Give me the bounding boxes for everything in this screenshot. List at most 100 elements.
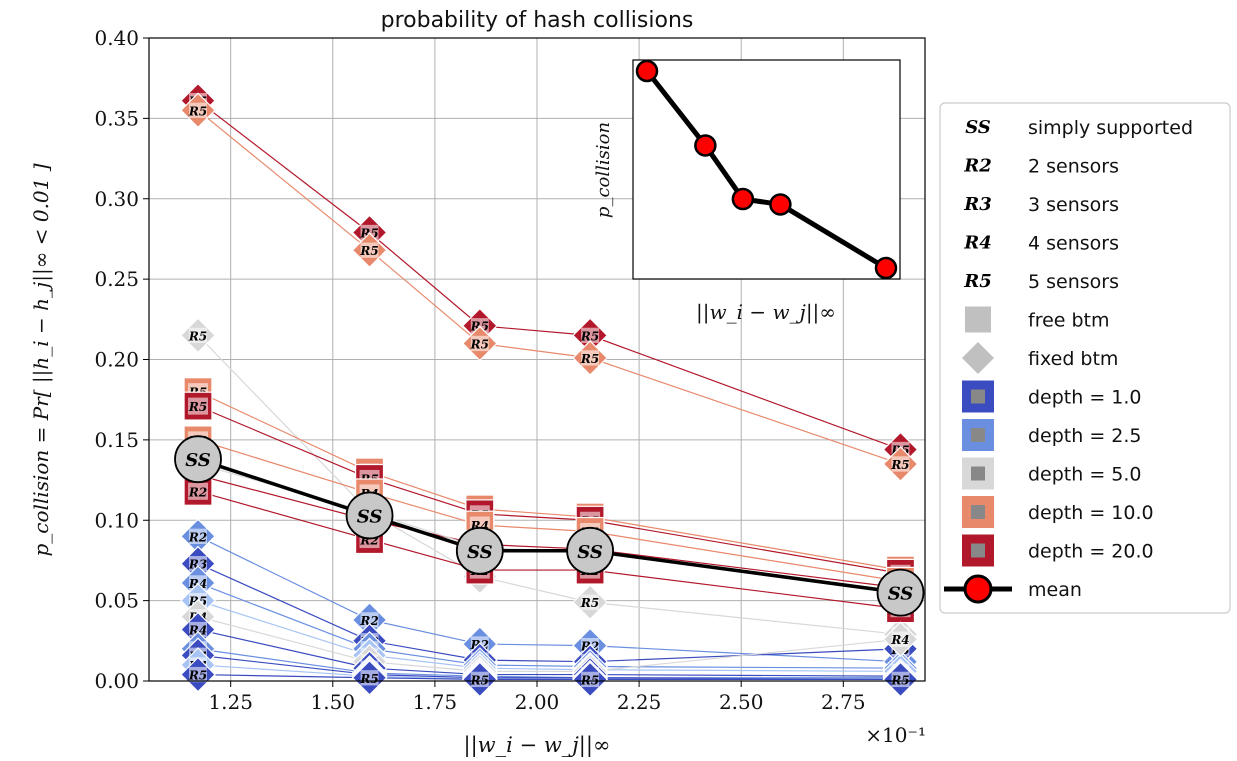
legend-label: depth = 1.0 [1028, 387, 1142, 409]
x-tick-label: 2.25 [617, 690, 662, 714]
data-point-core [188, 397, 209, 415]
data-point-core [360, 670, 379, 686]
legend-symbol: R5 [963, 271, 991, 292]
inset-chart: ||w_i − w_j||∞ p_collision [593, 59, 901, 325]
data-point-core [581, 671, 600, 688]
legend-label: fixed btm [1028, 348, 1118, 370]
legend-item: R4 4 sensors [963, 233, 1119, 255]
series-line [197, 391, 901, 571]
data-point-label: R5 [890, 673, 909, 687]
legend-item: depth = 2.5 [962, 419, 1142, 451]
y-tick-label: 0.30 [94, 187, 139, 211]
data-point-core [189, 102, 208, 118]
mean-point [455, 526, 504, 575]
data-point-core [581, 327, 600, 344]
data-point-core [891, 456, 910, 472]
data-point-label: R5 [470, 337, 489, 351]
legend-depth-core [971, 505, 985, 519]
legend-item: depth = 20.0 [962, 534, 1154, 567]
data-point-label: R5 [188, 400, 207, 414]
series-line [197, 334, 901, 635]
data-point-core [189, 621, 208, 638]
legend-label: mean [1028, 579, 1082, 601]
data-point-label: R5 [580, 673, 599, 687]
inset-point [769, 193, 792, 216]
legend-label: 5 sensors [1028, 271, 1119, 293]
x-axis-label: ||w_i − w_j||∞ [464, 733, 611, 758]
legend-items: SS simply supported R2 2 sensors R3 3 sensors… [944, 117, 1193, 604]
inset-frame [632, 59, 901, 280]
mean-point [345, 491, 394, 540]
y-tick-label: 0.00 [94, 669, 139, 693]
legend-square-swatch [965, 306, 991, 333]
y-tick-label: 0.20 [94, 348, 139, 372]
y-tick-label: 0.10 [94, 508, 139, 532]
data-point-label: R2 [188, 485, 207, 499]
legend: SS simply supported R2 2 sensors R3 3 sensors… [939, 102, 1231, 614]
data-point-core [188, 482, 209, 500]
y-tick-label: 0.35 [94, 106, 139, 130]
mean-line [197, 457, 901, 595]
inset-point [635, 59, 659, 83]
legend-label: depth = 2.5 [1028, 425, 1142, 447]
data-point-core [189, 556, 208, 572]
data-point-core [360, 242, 379, 258]
inset-point [694, 134, 717, 157]
x-tick-label: 2.75 [821, 690, 866, 714]
data-point-label: R5 [359, 244, 378, 258]
mean-series: SS SS SS SS SS [174, 435, 925, 617]
y-axis-label: p_collision = Pr[ ||h_i − h_j||∞ < 0.01 … [29, 163, 54, 556]
legend-mean-marker [963, 574, 993, 604]
legend-symbol: SS [965, 117, 991, 138]
inset-x-label: ||w_i − w_j||∞ [696, 300, 836, 325]
data-point-core [470, 671, 489, 688]
legend-label: simply supported [1028, 117, 1193, 139]
legend-item: mean [944, 574, 1082, 604]
inset-y-label: p_collision [593, 122, 614, 218]
legend-item: free btm [965, 306, 1110, 333]
data-point-label: R5 [470, 673, 489, 687]
data-point-label: R4 [188, 624, 207, 638]
legend-depth-core [971, 466, 985, 481]
series-line [197, 405, 901, 574]
mean-point [876, 568, 925, 617]
legend-symbol: R4 [963, 233, 991, 254]
x-tick-label: 1.75 [413, 690, 458, 714]
mean-point-label: SS [577, 542, 603, 563]
legend-label: free btm [1028, 310, 1110, 332]
data-point-label: R5 [580, 352, 599, 366]
data-point-label: R2 [188, 530, 207, 544]
legend-depth-core [971, 543, 985, 558]
legend-frame [939, 102, 1231, 614]
data-point-core [189, 666, 208, 683]
inset-point [874, 256, 898, 280]
legend-label: 2 sensors [1028, 156, 1119, 178]
legend-symbol: R2 [963, 156, 991, 177]
inset-series [635, 59, 898, 280]
data-point-label: R5 [580, 596, 599, 610]
data-point-core [189, 528, 208, 544]
chart-title: probability of hash collisions [381, 8, 694, 33]
data-point-label: R5 [359, 672, 378, 686]
legend-depth-core [971, 389, 985, 404]
mean-point-label: SS [888, 584, 914, 605]
data-point-label: R5 [188, 329, 207, 343]
data-point-core [189, 327, 208, 344]
legend-label: 3 sensors [1028, 194, 1119, 216]
data-point-core [470, 335, 489, 352]
x-tick-label: 1.25 [208, 690, 253, 714]
legend-label: depth = 20.0 [1028, 541, 1154, 563]
legend-item: depth = 1.0 [962, 380, 1142, 413]
x-tick-label: 1.50 [311, 690, 356, 714]
legend-symbol: R3 [963, 194, 991, 215]
x-axis-multiplier: ×10⁻¹ [865, 723, 926, 747]
y-tick-label: 0.40 [94, 26, 139, 50]
mean-point [174, 435, 222, 484]
data-point-core [891, 631, 910, 647]
inset-point [731, 187, 755, 211]
data-point-core [581, 594, 600, 610]
legend-label: depth = 5.0 [1028, 464, 1142, 486]
data-point-core [360, 612, 379, 628]
data-point-label: R5 [188, 669, 207, 683]
